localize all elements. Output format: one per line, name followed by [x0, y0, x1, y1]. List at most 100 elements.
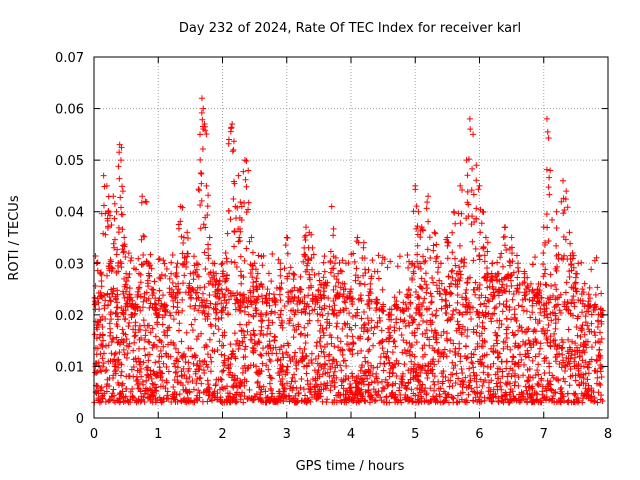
- data-point: [372, 389, 379, 396]
- data-point: [414, 305, 421, 312]
- data-point: [165, 341, 172, 348]
- data-point: [290, 322, 297, 329]
- data-point: [421, 398, 428, 405]
- data-point: [432, 330, 439, 337]
- data-point: [259, 284, 266, 291]
- data-point: [521, 274, 528, 281]
- data-point: [278, 368, 285, 375]
- data-point: [186, 365, 193, 372]
- data-point: [121, 283, 128, 290]
- data-point: [195, 366, 202, 373]
- data-point: [344, 333, 351, 340]
- data-point: [170, 383, 177, 390]
- data-point: [163, 379, 170, 386]
- data-point: [453, 370, 460, 377]
- data-point: [142, 198, 149, 205]
- data-point: [251, 331, 258, 338]
- data-point: [360, 381, 367, 388]
- data-point: [449, 249, 456, 256]
- data-point: [510, 354, 517, 361]
- data-point: [195, 333, 202, 340]
- data-point: [450, 365, 457, 372]
- data-point: [415, 364, 422, 371]
- data-point: [579, 297, 586, 304]
- data-point: [122, 288, 129, 295]
- data-point: [427, 385, 434, 392]
- data-point: [548, 386, 555, 393]
- data-point: [184, 235, 191, 242]
- data-point: [450, 340, 457, 347]
- data-point: [120, 242, 127, 249]
- data-point: [456, 264, 463, 271]
- data-point: [580, 374, 587, 381]
- data-point: [317, 291, 324, 298]
- data-point: [508, 373, 515, 380]
- data-point: [141, 345, 148, 352]
- data-point: [234, 384, 241, 391]
- data-point: [332, 283, 339, 290]
- data-point: [474, 389, 481, 396]
- data-point: [421, 342, 428, 349]
- data-point: [243, 378, 250, 385]
- data-point: [195, 261, 202, 268]
- data-point: [547, 167, 554, 174]
- data-point: [415, 208, 422, 215]
- data-point: [266, 342, 273, 349]
- data-point: [276, 388, 283, 395]
- data-point: [205, 245, 212, 252]
- data-point: [471, 389, 478, 396]
- data-point: [513, 252, 520, 259]
- data-point: [179, 307, 186, 314]
- data-point: [168, 399, 175, 406]
- data-point: [120, 346, 127, 353]
- data-point: [277, 378, 284, 385]
- data-point: [277, 260, 284, 267]
- data-point: [584, 338, 591, 345]
- data-point: [423, 370, 430, 377]
- data-point: [218, 261, 225, 268]
- data-point: [224, 362, 231, 369]
- data-point: [256, 383, 263, 390]
- data-point: [156, 353, 163, 360]
- data-point: [95, 321, 102, 328]
- data-point: [170, 340, 177, 347]
- data-point: [459, 383, 466, 390]
- data-point: [560, 177, 567, 184]
- data-point: [552, 325, 559, 332]
- data-point: [173, 273, 180, 280]
- data-point: [249, 293, 256, 300]
- data-point: [144, 277, 151, 284]
- data-point: [297, 331, 304, 338]
- data-point: [519, 296, 526, 303]
- data-point: [409, 276, 416, 283]
- data-point: [241, 332, 248, 339]
- data-point: [374, 268, 381, 275]
- data-point: [294, 307, 301, 314]
- data-point: [506, 262, 513, 269]
- data-point: [333, 312, 340, 319]
- data-point: [314, 369, 321, 376]
- data-point: [145, 357, 152, 364]
- data-point: [361, 398, 368, 405]
- data-point: [123, 278, 130, 285]
- data-point: [473, 372, 480, 379]
- data-point: [553, 208, 560, 215]
- data-point: [546, 174, 553, 181]
- data-point: [301, 234, 308, 241]
- data-point: [232, 341, 239, 348]
- data-point: [132, 329, 139, 336]
- data-point: [377, 394, 384, 401]
- data-point: [160, 395, 167, 402]
- data-point: [351, 258, 358, 265]
- data-point: [218, 314, 225, 321]
- data-point: [267, 310, 274, 317]
- data-point: [498, 358, 505, 365]
- data-point: [556, 307, 563, 314]
- data-point: [368, 362, 375, 369]
- data-point: [250, 345, 257, 352]
- data-point: [93, 360, 100, 367]
- data-point: [499, 263, 506, 270]
- data-point: [156, 274, 163, 281]
- data-point: [272, 309, 279, 316]
- data-point: [427, 299, 434, 306]
